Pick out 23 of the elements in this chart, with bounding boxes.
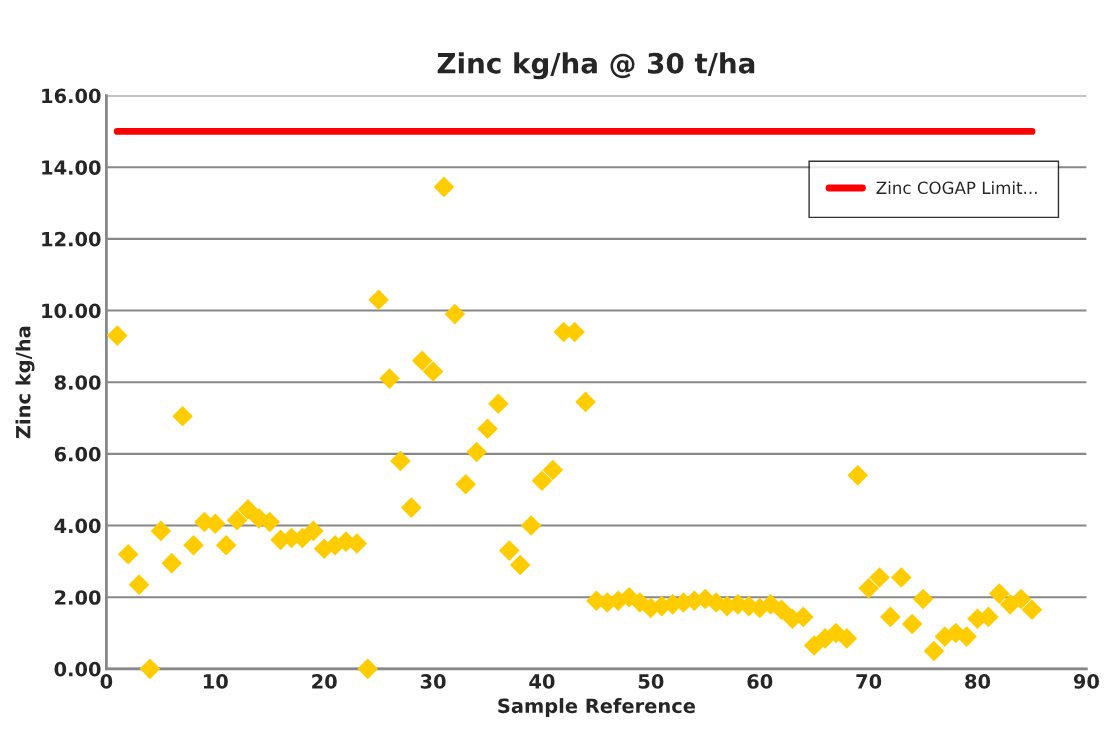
y-tick-label: 0.00 <box>54 661 101 677</box>
chart-title: Zinc kg/ha @ 30 t/ha <box>437 52 755 80</box>
x-tick-label: 0 <box>100 674 113 689</box>
x-tick-label: 40 <box>529 674 555 689</box>
x-tick-label: 10 <box>203 674 228 689</box>
x-tick-label: 20 <box>312 674 337 689</box>
y-tick-label: 16.00 <box>42 88 101 104</box>
x-tick-label: 30 <box>420 674 446 689</box>
x-tick-label: 80 <box>965 674 991 689</box>
y-tick-label: 6.00 <box>54 446 101 462</box>
x-tick-label: 60 <box>747 674 773 689</box>
x-tick-label: 90 <box>1073 674 1099 689</box>
y-tick-label: 12.00 <box>42 231 101 247</box>
legend-label: Zinc COGAP Limit... <box>876 181 1037 195</box>
y-tick-label: 2.00 <box>55 590 101 605</box>
x-axis-title: Sample Reference <box>498 698 695 717</box>
y-tick-label: 8.00 <box>54 375 101 390</box>
x-tick-label: 70 <box>856 674 882 689</box>
y-tick-label: 10.00 <box>42 303 101 319</box>
y-tick-label: 4.00 <box>54 518 101 534</box>
y-tick-label: 14.00 <box>42 160 101 175</box>
y-axis-title: Zinc kg/ha <box>15 326 35 439</box>
x-tick-label: 50 <box>638 674 664 689</box>
